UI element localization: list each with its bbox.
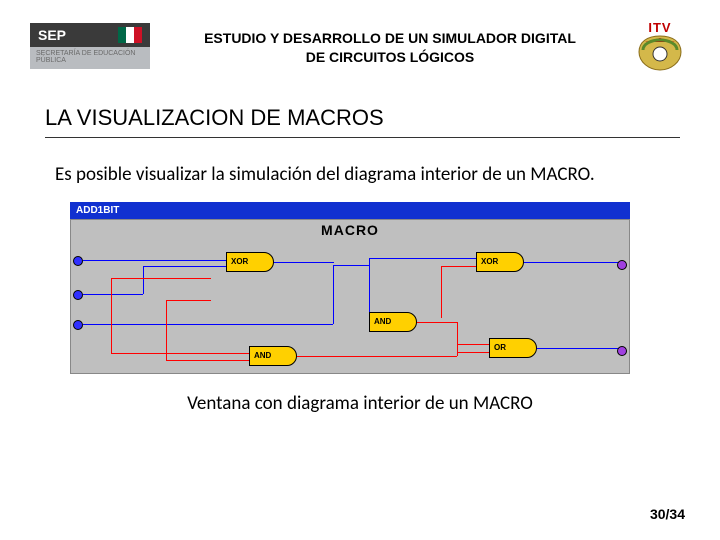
figure-caption: Ventana con diagrama interior de un MACR… (0, 392, 720, 415)
wire (297, 356, 457, 357)
input-port (73, 320, 83, 330)
paragraph: Es posible visualizar la simulación del … (55, 163, 665, 187)
wire (143, 266, 226, 267)
wire (166, 360, 249, 361)
itv-emblem-icon (635, 34, 685, 72)
wire (111, 353, 249, 354)
wire (143, 266, 144, 294)
input-port (73, 256, 83, 266)
wire (369, 258, 370, 318)
logic-gate: XOR (476, 252, 524, 272)
output-port (617, 346, 627, 356)
wire (83, 294, 143, 295)
wire (457, 322, 458, 352)
sep-subtitle: SECRETARÍA DE EDUCACIÓN PÚBLICA (30, 47, 150, 69)
page-number: 30/34 (650, 506, 685, 522)
logic-gate: OR (489, 338, 537, 358)
document-title: ESTUDIO Y DESARROLLO DE UN SIMULADOR DIG… (160, 29, 620, 65)
wire (369, 258, 476, 259)
logic-gate: AND (369, 312, 417, 332)
wire (111, 278, 211, 279)
wire (166, 300, 211, 301)
wire (457, 352, 489, 353)
wire (417, 322, 457, 323)
wire (111, 278, 112, 353)
wire (333, 265, 369, 266)
input-port (73, 290, 83, 300)
wire (441, 266, 442, 318)
window-titlebar: ADD1BIT (70, 202, 630, 219)
macro-label: MACRO (321, 222, 379, 238)
wire (524, 262, 619, 263)
logic-gate: XOR (226, 252, 274, 272)
wire (537, 348, 619, 349)
mexico-flag-icon (118, 27, 142, 43)
wire (83, 260, 226, 261)
diagram-window: ADD1BIT MACRO XOR XOR AND AND OR (70, 202, 630, 374)
wire (333, 265, 334, 324)
wire (441, 266, 476, 267)
wire (274, 262, 334, 263)
wire (83, 324, 333, 325)
divider (45, 137, 680, 138)
wire (457, 344, 489, 345)
section-title: LA VISUALIZACION DE MACROS (45, 105, 720, 135)
sep-logo: SEP SECRETARÍA DE EDUCACIÓN PÚBLICA (30, 23, 150, 73)
logic-gate: AND (249, 346, 297, 366)
sep-label: SEP (38, 27, 66, 43)
wire (166, 300, 167, 360)
itv-logo: ITV (630, 20, 690, 75)
circuit-canvas: MACRO XOR XOR AND AND OR (70, 219, 630, 374)
output-port (617, 260, 627, 270)
